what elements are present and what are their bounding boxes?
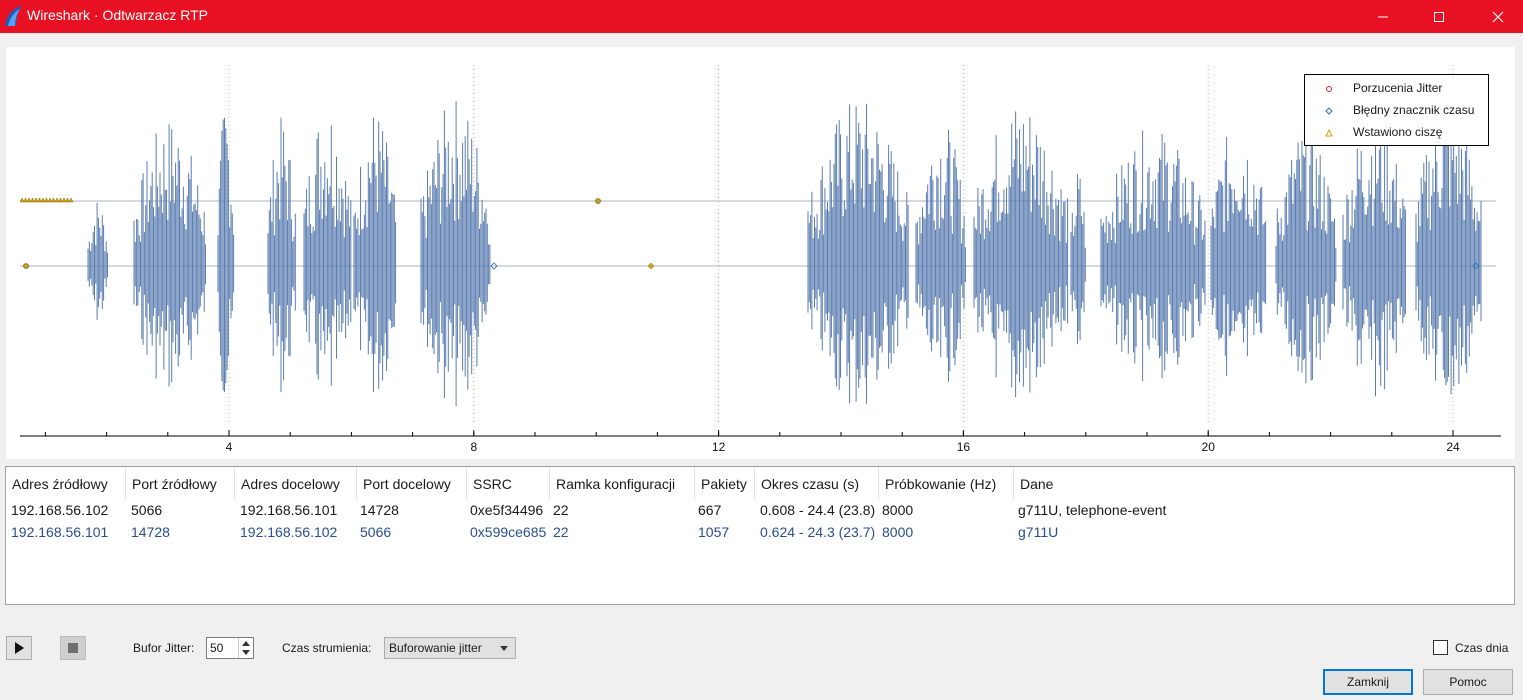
- spin-arrows[interactable]: [238, 638, 253, 658]
- timestamp-marker: [647, 262, 655, 270]
- window-title: Wireshark · Odtwarzacz RTP: [27, 7, 208, 23]
- x-tick-label: 4: [226, 440, 233, 454]
- legend-item-wrong-timestamp: Błędny znacznik czasu: [1305, 102, 1488, 120]
- jitter-buffer-spinbox[interactable]: 50: [206, 637, 254, 659]
- timestamp-marker: [1472, 262, 1480, 270]
- diamond-marker-icon: [1325, 107, 1333, 115]
- silence-marker: [47, 197, 53, 203]
- silence-marker: [44, 197, 49, 203]
- table-cell: g711U, telephone-event: [1018, 502, 1167, 518]
- silence-marker: [37, 197, 42, 203]
- playback-controls: Bufor Jitter: 50 Czas strumienia: Buforo…: [0, 620, 1523, 700]
- chevron-down-icon: [500, 646, 508, 651]
- audio-waveform: [87, 101, 1482, 407]
- waveform-canvas: 4 8 12 16 20 24: [19, 65, 1501, 454]
- silence-marker: [68, 197, 74, 203]
- close-button[interactable]: Zamknij: [1323, 669, 1413, 695]
- stop-icon: [68, 643, 78, 653]
- table-cell: 5066: [360, 524, 392, 540]
- column-header[interactable]: Adres docelowy: [235, 467, 357, 499]
- silence-marker: [61, 197, 67, 203]
- timestamp-marker: [490, 262, 498, 270]
- time-of-day-label: Czas dnia: [1455, 641, 1509, 655]
- timing-mode-value: Buforowanie jitter: [389, 641, 482, 655]
- legend-item-inserted-silence: Wstawiono ciszę: [1305, 124, 1488, 142]
- legend-item-jitter-drops: Porzucenia Jitter: [1305, 80, 1488, 98]
- jitter-drop-marker: [23, 263, 29, 269]
- maximize-button[interactable]: [1416, 0, 1462, 33]
- column-header[interactable]: SSRC: [467, 467, 550, 499]
- close-window-button[interactable]: [1475, 0, 1521, 33]
- triangle-marker-icon: [1325, 128, 1333, 137]
- column-header[interactable]: Próbkowanie (Hz): [879, 467, 1014, 499]
- silence-marker: [19, 197, 25, 203]
- minimize-button[interactable]: [1360, 0, 1406, 33]
- table-cell: 192.168.56.102: [11, 502, 109, 518]
- column-header[interactable]: Adres źródłowy: [6, 467, 126, 499]
- legend-label: Porzucenia Jitter: [1353, 81, 1443, 95]
- silence-marker: [54, 197, 60, 203]
- legend-label: Błędny znacznik czasu: [1353, 103, 1475, 117]
- help-button[interactable]: Pomoc: [1423, 669, 1513, 695]
- x-tick-label: 12: [712, 440, 726, 454]
- x-tick-label: 16: [957, 440, 971, 454]
- silence-marker: [40, 197, 46, 203]
- table-cell: 14728: [360, 502, 399, 518]
- table-cell: 667: [698, 502, 722, 518]
- jitter-buffer-label: Bufor Jitter:: [133, 641, 195, 655]
- column-header[interactable]: Ramka konfiguracji: [550, 467, 695, 499]
- silence-marker: [26, 197, 32, 203]
- column-header[interactable]: Okres czasu (s): [755, 467, 879, 499]
- table-cell: 0.624 - 24.3 (23.7): [760, 524, 876, 540]
- column-header[interactable]: Pakiety: [695, 467, 755, 499]
- table-cell: 22: [553, 524, 569, 540]
- time-of-day-checkbox[interactable]: [1433, 640, 1448, 655]
- table-cell: 8000: [882, 502, 914, 518]
- silence-marker: [58, 197, 63, 203]
- table-cell: 0.608 - 24.4 (23.8): [760, 502, 876, 518]
- maximize-icon: [1434, 11, 1444, 22]
- jitter-drop-marker: [595, 198, 601, 204]
- waveform-plot[interactable]: 4 8 12 16 20 24 Porzucenia Jitter Błędny znac…: [6, 47, 1515, 459]
- timing-mode-combo[interactable]: Buforowanie jitter: [384, 637, 516, 659]
- silence-marker: [65, 197, 70, 203]
- table-cell: 8000: [882, 524, 914, 540]
- table-cell: 192.168.56.101: [240, 502, 338, 518]
- table-cell: 0xe5f34496: [470, 502, 544, 518]
- plot-legend: Porzucenia Jitter Błędny znacznik czasu …: [1304, 74, 1489, 146]
- table-cell: 14728: [131, 524, 170, 540]
- silence-marker: [30, 197, 35, 203]
- timing-mode-label: Czas strumienia:: [282, 641, 372, 655]
- table-cell: 5066: [131, 502, 163, 518]
- wireshark-fin-icon: [5, 6, 22, 26]
- table-cell: 0x599ce685: [470, 524, 547, 540]
- silence-marker: [51, 197, 56, 203]
- circle-marker-icon: [1326, 86, 1332, 92]
- column-header[interactable]: Port źródłowy: [126, 467, 235, 499]
- title-bar: Wireshark · Odtwarzacz RTP: [0, 0, 1523, 33]
- column-header[interactable]: Port docelowy: [357, 467, 467, 499]
- minimize-icon: [1378, 16, 1388, 17]
- stop-button[interactable]: [60, 636, 86, 660]
- table-cell: 1057: [698, 524, 730, 540]
- silence-marker: [33, 197, 39, 203]
- play-icon: [15, 642, 24, 654]
- silence-marker: [23, 197, 28, 203]
- x-tick-label: 20: [1202, 440, 1216, 454]
- x-tick-label: 24: [1446, 440, 1460, 454]
- column-header[interactable]: Dane: [1020, 476, 1054, 492]
- close-icon: [1492, 11, 1504, 22]
- jitter-buffer-value: 50: [210, 641, 224, 655]
- spin-down-icon[interactable]: [242, 650, 250, 655]
- play-button[interactable]: [6, 636, 32, 660]
- table-cell: 192.168.56.102: [240, 524, 338, 540]
- legend-label: Wstawiono ciszę: [1353, 125, 1443, 139]
- streams-table[interactable]: Adres źródłowy Port źródłowy Adres docel…: [5, 466, 1515, 605]
- spin-up-icon[interactable]: [242, 641, 250, 646]
- x-tick-label: 8: [470, 440, 477, 454]
- table-cell: 192.168.56.101: [11, 524, 109, 540]
- table-cell: g711U: [1018, 524, 1059, 540]
- table-cell: 22: [553, 502, 569, 518]
